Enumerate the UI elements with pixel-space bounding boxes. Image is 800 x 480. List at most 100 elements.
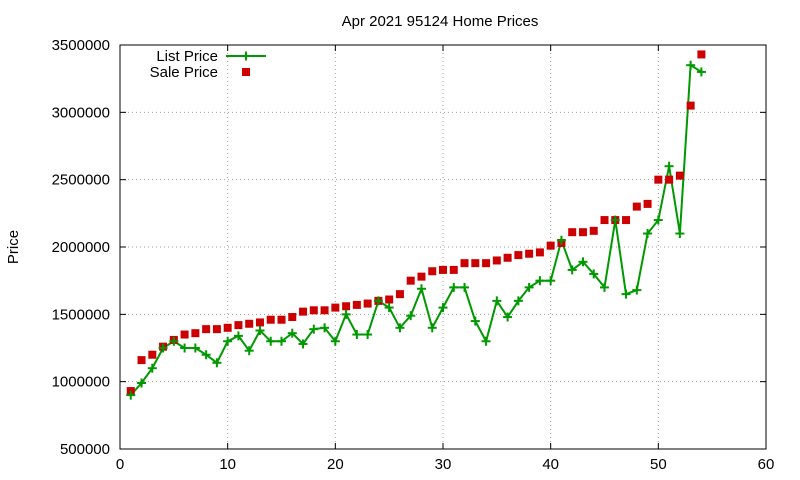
list-price-point bbox=[664, 161, 674, 171]
sale-price-point bbox=[417, 272, 426, 281]
sale-price-point bbox=[212, 325, 221, 334]
sale-price-point bbox=[180, 330, 189, 339]
list-price-line bbox=[130, 63, 702, 396]
sale-price-point bbox=[535, 248, 544, 257]
series-layer bbox=[126, 50, 706, 400]
list-price-point bbox=[212, 358, 222, 368]
sale-price-point bbox=[514, 251, 523, 260]
sale-price-point bbox=[320, 306, 329, 315]
list-price-point bbox=[632, 285, 642, 295]
y-tick-label: 3500000 bbox=[52, 37, 110, 54]
list-price-point bbox=[363, 330, 373, 340]
sale-price-point bbox=[202, 325, 211, 334]
list-price-point bbox=[320, 323, 330, 333]
list-price-point bbox=[600, 282, 609, 292]
sale-price-point bbox=[223, 323, 232, 332]
list-price-point bbox=[589, 269, 599, 279]
list-price-point bbox=[341, 309, 351, 319]
list-price-point bbox=[147, 363, 157, 373]
sale-price-point bbox=[460, 259, 469, 268]
sale-price-point bbox=[428, 267, 437, 276]
list-price-point bbox=[567, 265, 577, 275]
legend-marker-list-price bbox=[241, 51, 251, 61]
list-price-point bbox=[696, 67, 706, 77]
list-price-point bbox=[277, 336, 286, 346]
sale-price-point bbox=[697, 50, 706, 59]
list-price-point bbox=[470, 316, 480, 326]
sale-price-point bbox=[395, 290, 404, 299]
list-price-point bbox=[255, 325, 265, 335]
y-tick-label: 2000000 bbox=[52, 239, 110, 256]
sale-price-point bbox=[471, 259, 480, 268]
list-price-point bbox=[287, 328, 297, 338]
sale-price-point bbox=[589, 226, 598, 235]
sale-price-point bbox=[622, 216, 631, 225]
sale-price-point bbox=[492, 256, 501, 265]
list-price-point bbox=[190, 343, 200, 353]
sale-price-point bbox=[352, 300, 361, 309]
list-price-point bbox=[395, 323, 405, 333]
legend-swatch-sale-price bbox=[242, 68, 250, 76]
sale-price-point bbox=[385, 295, 394, 304]
y-tick-label: 1000000 bbox=[52, 374, 110, 391]
list-price-point bbox=[621, 289, 631, 299]
sale-price-point bbox=[632, 202, 641, 211]
legend-label-list-price: List Price bbox=[156, 48, 218, 65]
list-price-point bbox=[438, 303, 448, 313]
list-price-point bbox=[546, 276, 556, 286]
list-price-point bbox=[126, 390, 136, 400]
x-tick-label: 0 bbox=[116, 456, 124, 473]
list-price-point bbox=[513, 296, 523, 306]
sale-price-point bbox=[449, 265, 458, 274]
sale-price-point bbox=[342, 302, 351, 311]
sale-price-point bbox=[234, 321, 243, 330]
sale-price-point bbox=[578, 228, 587, 237]
list-price-point bbox=[653, 215, 663, 225]
list-price-point bbox=[137, 378, 147, 388]
list-price-point bbox=[524, 282, 534, 292]
sale-price-point bbox=[191, 329, 200, 338]
list-price-point bbox=[309, 324, 319, 334]
list-price-point bbox=[266, 336, 276, 346]
sale-price-point bbox=[675, 171, 684, 180]
list-price-point bbox=[610, 215, 620, 225]
sale-price-point bbox=[482, 259, 491, 268]
sale-price-point bbox=[568, 228, 577, 237]
list-price-point bbox=[686, 60, 696, 70]
x-tick-label: 60 bbox=[758, 456, 775, 473]
x-tick-label: 50 bbox=[650, 456, 667, 473]
list-price-point bbox=[373, 296, 383, 306]
list-price-point bbox=[180, 343, 190, 353]
list-price-point bbox=[481, 336, 491, 346]
sale-price-point bbox=[525, 249, 534, 258]
sale-price-point bbox=[277, 315, 286, 324]
list-price-point bbox=[384, 303, 394, 313]
chart-title: Apr 2021 95124 Home Prices bbox=[342, 13, 539, 30]
list-price-point bbox=[449, 282, 459, 292]
sale-price-point bbox=[600, 216, 609, 225]
sale-price-point bbox=[148, 350, 157, 359]
list-price-point bbox=[556, 235, 566, 245]
list-price-point bbox=[643, 229, 653, 239]
list-price-point bbox=[201, 350, 211, 360]
x-tick-label: 30 bbox=[435, 456, 452, 473]
x-tick-label: 10 bbox=[219, 456, 236, 473]
sale-price-point bbox=[266, 315, 275, 324]
sale-price-point bbox=[654, 175, 663, 184]
legend-label-sale-price: Sale Price bbox=[150, 64, 218, 81]
list-price-point bbox=[169, 336, 179, 346]
y-axis-label: Price bbox=[5, 230, 22, 264]
list-price-point bbox=[223, 336, 233, 346]
y-tick-label: 3000000 bbox=[52, 104, 110, 121]
list-price-point bbox=[416, 284, 426, 294]
y-tick-label: 2500000 bbox=[52, 172, 110, 189]
sale-price-point bbox=[686, 101, 695, 110]
list-price-point bbox=[578, 257, 588, 267]
list-price-point bbox=[352, 330, 362, 340]
list-price-point bbox=[244, 346, 254, 356]
sale-price-point bbox=[331, 303, 340, 312]
y-tick-label: 1500000 bbox=[52, 306, 110, 323]
x-tick-label: 40 bbox=[542, 456, 559, 473]
sale-price-point bbox=[137, 356, 146, 365]
y-tick-label: 500000 bbox=[60, 441, 110, 458]
